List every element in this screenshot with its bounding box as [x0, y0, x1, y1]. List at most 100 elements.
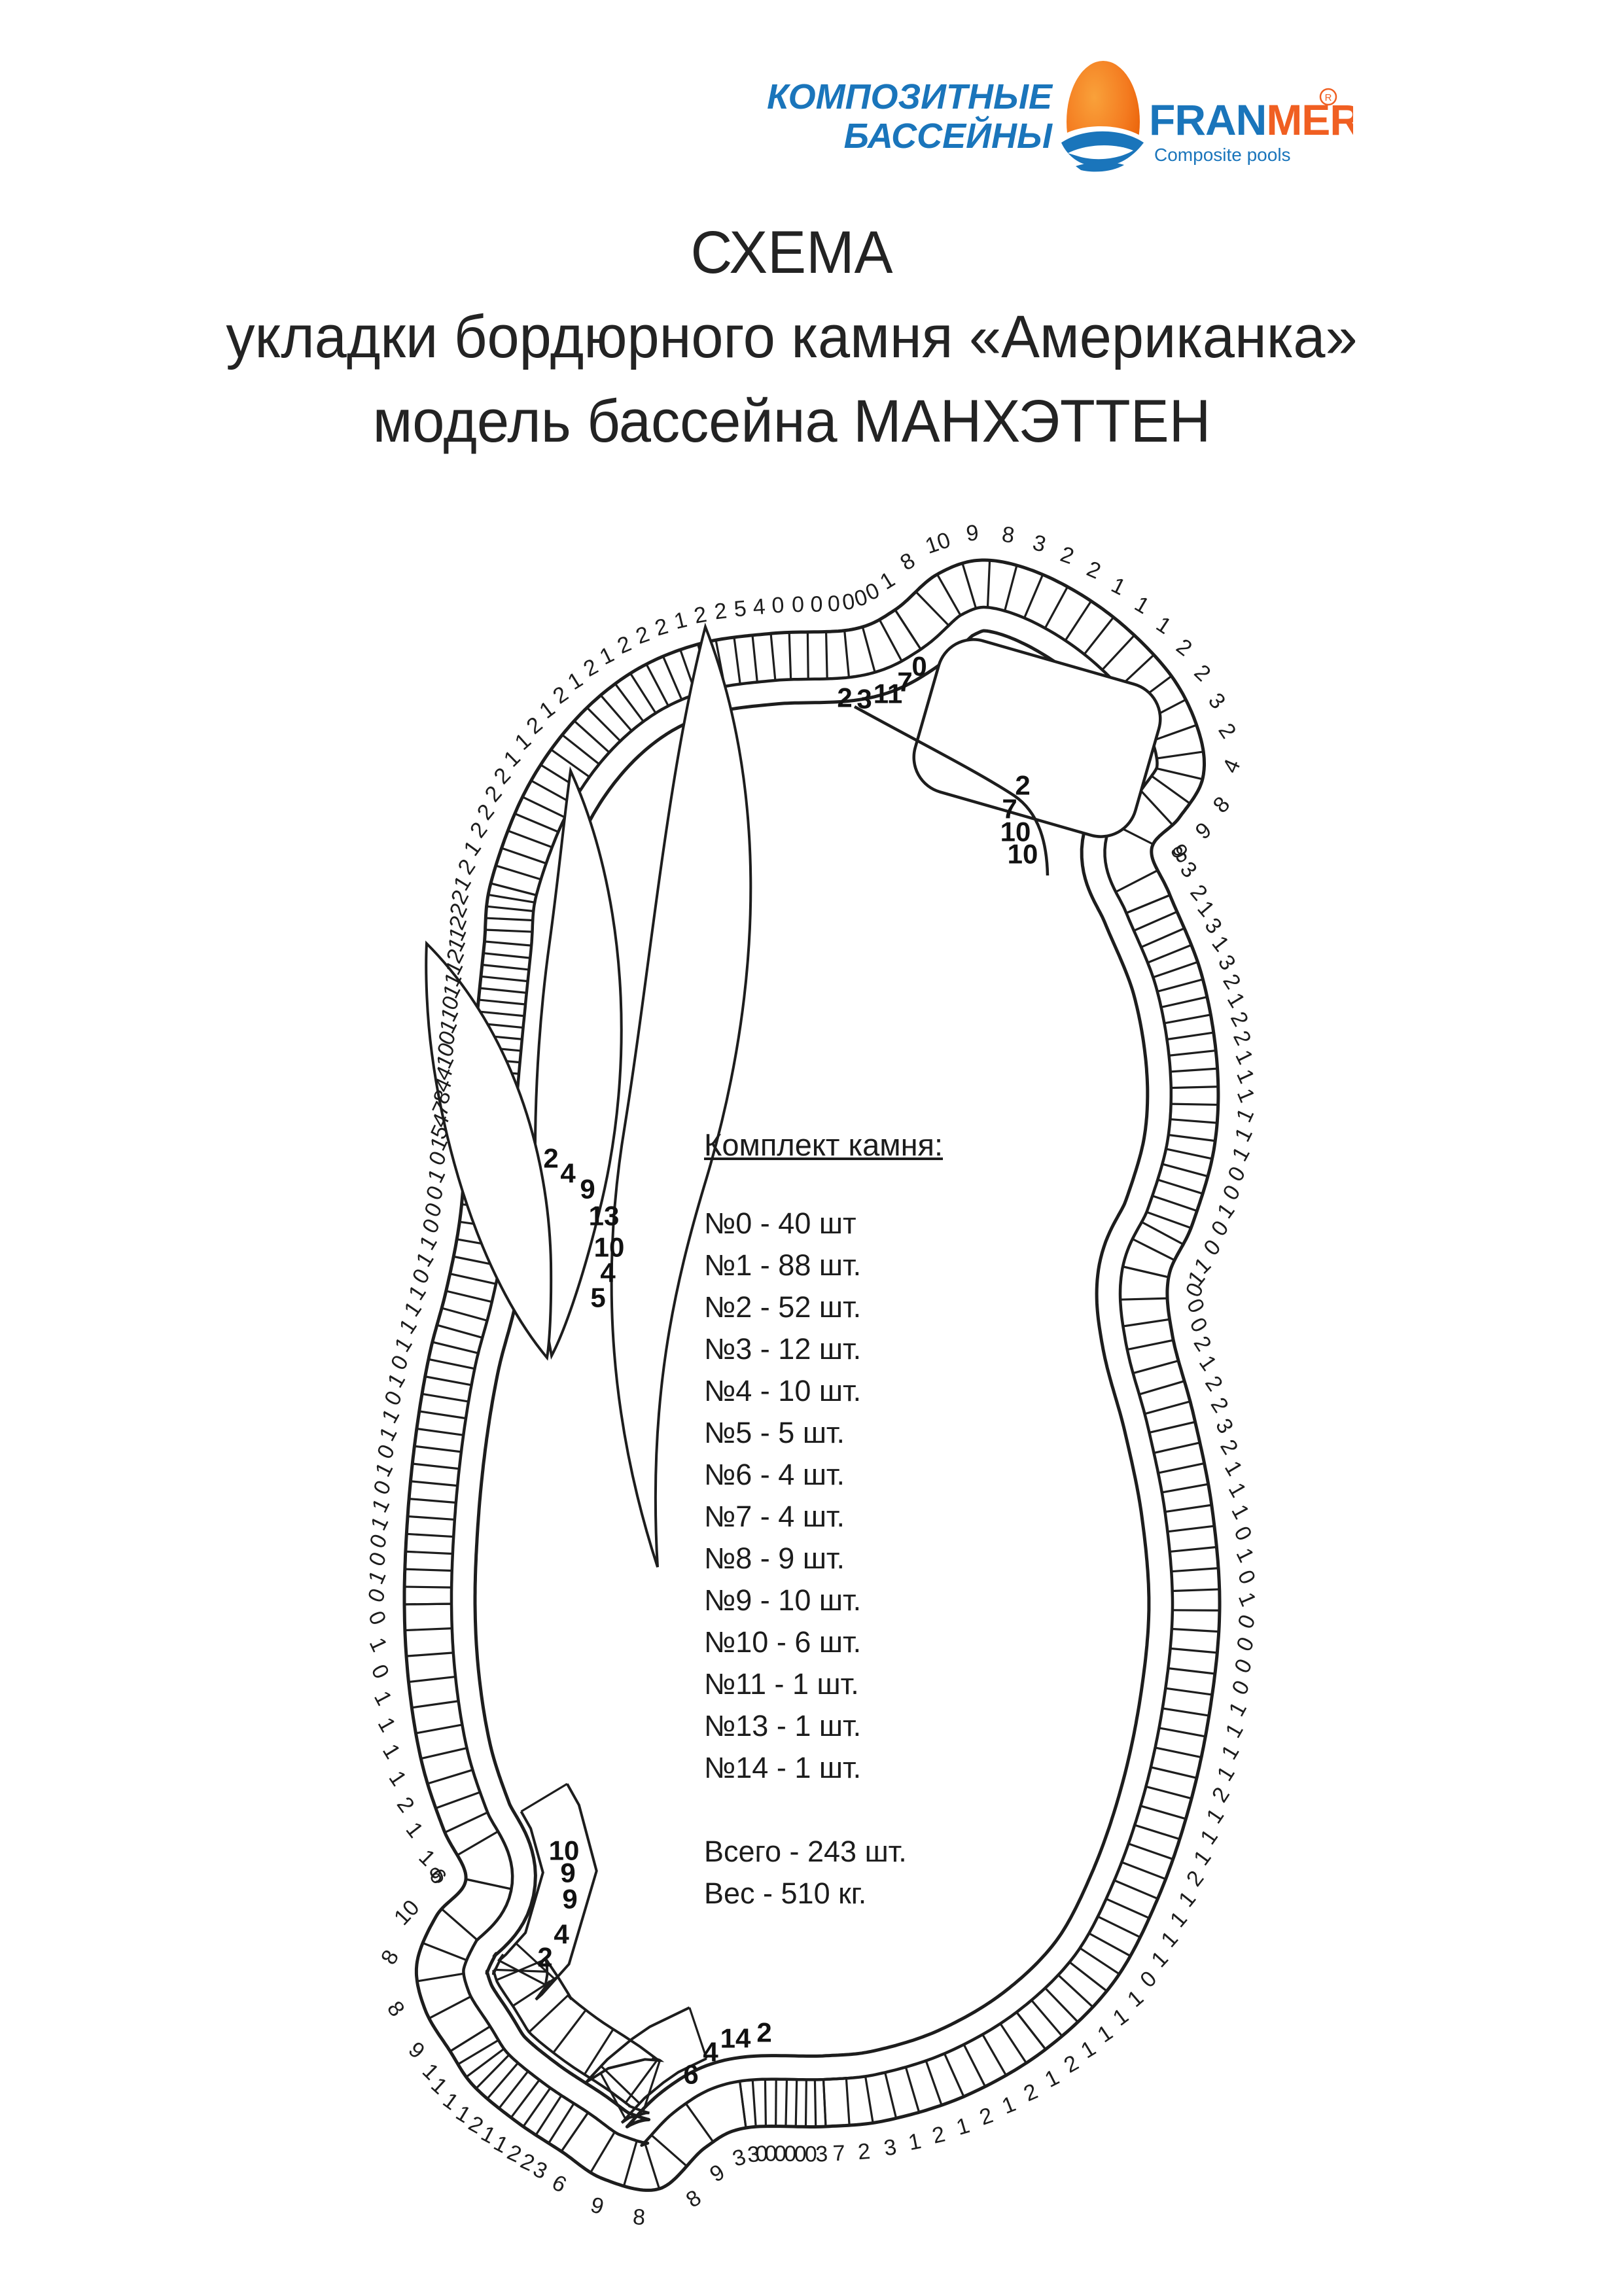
stone-number-label: 9 [404, 2037, 429, 2064]
stone-number-label-bold: 2 [837, 682, 852, 713]
stone-list-item: №13 - 1 шт. [704, 1709, 862, 1742]
stone-joint-tick [1105, 1898, 1150, 1919]
stone-joint-tick [925, 2060, 943, 2106]
stone-joint-tick [590, 2131, 616, 2174]
stone-number-label-bold: 0 [911, 651, 927, 682]
stone-joint-tick [884, 2072, 898, 2119]
stone-joint-tick [419, 1410, 467, 1420]
stone-number-label: 1 [1201, 1804, 1229, 1828]
stone-joint-tick [1146, 1785, 1192, 1800]
stone-number-label: 1 [1231, 1544, 1258, 1566]
stone-number-label: 8 [682, 2185, 706, 2213]
stone-number-label: 1 [1108, 2004, 1133, 2031]
stone-joint-tick [407, 1515, 455, 1521]
svg-text:R: R [1325, 92, 1332, 103]
stone-joint-tick [1157, 1178, 1203, 1195]
stone-joint-tick [1170, 1118, 1218, 1124]
stone-number-label: 4 [1218, 756, 1245, 777]
waterfall-leaves [425, 622, 752, 1568]
stone-number-label: 3 [730, 2144, 749, 2172]
stone-joint-tick [404, 1627, 452, 1632]
stone-number-label: 1 [383, 1767, 411, 1791]
stone-number-label-bold: 4 [554, 1919, 569, 1950]
stone-number-label: 1 [369, 1687, 397, 1710]
stone-number-label: 1 [363, 1566, 391, 1588]
stone-number-label: 2 [1207, 1783, 1235, 1807]
stone-number-label: 0 [771, 593, 785, 618]
stone-joint-tick [1004, 565, 1018, 611]
stone-joint-tick [561, 733, 600, 766]
stone-joint-tick [1139, 1380, 1185, 1396]
stone-number-label: 2 [1020, 2079, 1042, 2106]
stone-number-label: 8 [896, 548, 919, 575]
stone-joint-tick [684, 2102, 715, 2143]
leaf-shape [610, 622, 752, 1568]
stone-joint-tick [644, 2143, 661, 2189]
brand-text: FRANMER [1149, 96, 1353, 144]
stone-joint-tick [1169, 1545, 1217, 1553]
stone-number-label-bold: 9 [580, 1174, 595, 1205]
stone-number-label: 2 [1182, 1866, 1209, 1891]
stone-number-label: 1 [953, 2113, 972, 2140]
stone-number-label-bold: 10 [1008, 839, 1038, 870]
stone-joint-tick [465, 1878, 512, 1890]
stone-number-label: 1 [1231, 1104, 1259, 1126]
stone-joint-tick [457, 2039, 499, 2066]
stone-number-label: 8 [1000, 522, 1016, 548]
stone-joint-tick [507, 830, 553, 849]
stone-number-label: 2 [392, 1792, 419, 1817]
stone-number-label: 2 [930, 2121, 947, 2148]
stone-joint-tick [501, 847, 547, 865]
stone-number-label: 1 [672, 607, 690, 634]
stone-number-label-bold: 5 [590, 1282, 605, 1313]
stone-number-label: 2 [579, 654, 602, 681]
stone-number-label-bold: 2 [1015, 770, 1030, 801]
stone-joint-tick [1115, 869, 1159, 893]
stone-number-label: 3 [815, 2142, 828, 2166]
stone-number-label: 0 [784, 2142, 797, 2166]
stone-joint-tick [981, 2034, 1007, 2076]
stone-joint-tick [861, 626, 876, 673]
stone-joint-tick [769, 633, 777, 681]
stone-joint-tick [1152, 724, 1197, 742]
stone-number-label: 7 [832, 2141, 845, 2166]
stone-number-label: 2 [1057, 542, 1077, 569]
stone-joint-tick [1152, 1195, 1197, 1212]
stone-joint-tick [1031, 1999, 1063, 2037]
stone-number-label: 0 [774, 2142, 786, 2166]
stone-joint-tick [599, 694, 633, 732]
stone-joint-tick [1155, 1746, 1202, 1759]
stone-joint-tick [961, 563, 978, 609]
stone-joint-tick [586, 707, 622, 742]
stone-joint-tick [1044, 1987, 1079, 2023]
stone-joint-tick [1044, 586, 1068, 629]
stone-joint-tick [480, 987, 527, 994]
stone-number-label: 0 [792, 592, 804, 617]
stone-number-label: 2 [1200, 1371, 1227, 1396]
stone-joint-tick [406, 1532, 454, 1538]
stone-number-label: 1 [364, 1634, 392, 1655]
stone-joint-tick [425, 1375, 472, 1386]
stone-joint-tick [1147, 944, 1192, 964]
stone-number-label: 1 [1076, 2036, 1100, 2063]
stone-number-label: 1 [1230, 1046, 1258, 1069]
stone-joint-tick [1132, 1238, 1175, 1262]
stone-joint-tick [1165, 1504, 1212, 1513]
stone-number-label: 8 [376, 1946, 404, 1969]
stone-number-label: 1 [1130, 592, 1154, 619]
stone-joint-tick [1140, 789, 1174, 826]
stone-number-label: 0 [794, 2142, 806, 2166]
stone-number-label: 1 [1216, 1740, 1244, 1764]
stone-joint-tick [986, 560, 991, 608]
stone-number-label: 1 [1152, 612, 1176, 639]
stone-list-item: №5 - 5 шт. [704, 1416, 845, 1449]
stone-joint-tick [1168, 1667, 1216, 1675]
stone-joint-tick [450, 1273, 497, 1285]
list-spacer [704, 1789, 943, 1831]
stone-number-label: 2 [1213, 719, 1241, 743]
stone-number-label: 1 [1093, 2020, 1117, 2047]
stone-joint-tick [427, 1769, 473, 1785]
stone-joint-tick [450, 2025, 491, 2053]
stone-list-item: №1 - 88 шт. [704, 1248, 862, 1282]
stone-number-label: 1 [563, 667, 587, 695]
